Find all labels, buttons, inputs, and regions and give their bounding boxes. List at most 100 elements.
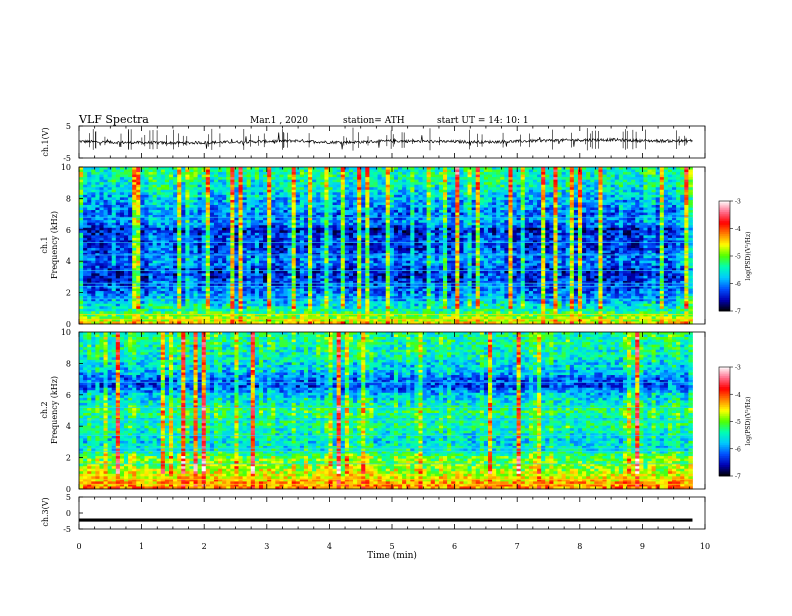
spectrogram-cell xyxy=(566,192,570,195)
spectrogram-cell xyxy=(288,213,292,216)
spectrogram-cell xyxy=(132,235,136,238)
spectrogram-cell xyxy=(161,190,165,193)
spectrogram-cell xyxy=(533,210,537,213)
spectrogram-cell xyxy=(288,223,292,226)
spectrogram-cell xyxy=(447,170,451,173)
spectrogram-cell xyxy=(488,213,492,216)
spectrogram-cell xyxy=(324,190,328,193)
spectrogram-cell xyxy=(308,218,312,221)
spectrogram-cell xyxy=(508,228,512,231)
spectrogram-cell xyxy=(373,177,377,180)
spectrogram-cell xyxy=(504,190,508,193)
spectrogram-cell xyxy=(558,238,562,241)
spectrogram-cell xyxy=(267,180,271,183)
spectrogram-cell xyxy=(688,238,692,241)
spectrogram-cell xyxy=(619,187,623,190)
spectrogram-cell xyxy=(218,205,222,208)
spectrogram-cell xyxy=(239,180,243,183)
spectrogram-cell xyxy=(472,200,476,203)
spectrogram-cell xyxy=(590,200,594,203)
spectrogram-cell xyxy=(341,192,345,195)
spectrogram-cell xyxy=(324,192,328,195)
spectrogram-cell xyxy=(463,197,467,200)
spectrogram-cell xyxy=(500,192,504,195)
spectrogram-cell xyxy=(525,208,529,211)
spectrogram-cell xyxy=(345,197,349,200)
spectrogram-cell xyxy=(537,240,541,243)
spectrogram-cell xyxy=(226,180,230,183)
spectrogram-cell xyxy=(349,167,353,170)
spectrogram-cell xyxy=(288,238,292,241)
spectrogram-cell xyxy=(259,238,263,241)
spectrogram-cell xyxy=(226,210,230,213)
spectrogram-cell xyxy=(341,205,345,208)
spectrogram-cell xyxy=(153,182,157,185)
spectrogram-cell xyxy=(463,190,467,193)
spectrogram-cell xyxy=(447,187,451,190)
spectrogram-cell xyxy=(586,195,590,198)
spectrogram-cell xyxy=(210,246,214,249)
spectrogram-cell xyxy=(664,202,668,205)
spectrogram-cell xyxy=(643,205,647,208)
spectrogram-cell xyxy=(333,228,337,231)
spectrogram-cell xyxy=(243,220,247,223)
spectrogram-cell xyxy=(468,228,472,231)
spectrogram-cell xyxy=(504,225,508,228)
spectrogram-cell xyxy=(431,228,435,231)
spectrogram-cell xyxy=(206,185,210,188)
spectrogram-cell xyxy=(570,235,574,238)
spectrogram-cell xyxy=(259,195,263,198)
spectrogram-cell xyxy=(643,182,647,185)
spectrogram-cell xyxy=(672,197,676,200)
spectrogram-cell xyxy=(140,218,144,221)
spectrogram-cell xyxy=(500,197,504,200)
spectrogram-cell xyxy=(468,170,472,173)
spectrogram-cell xyxy=(676,190,680,193)
spectrogram-cell xyxy=(660,180,664,183)
spectrogram-cell xyxy=(410,208,414,211)
spectrogram-cell xyxy=(443,175,447,178)
spectrogram-cell xyxy=(328,230,332,233)
spectrogram-cell xyxy=(680,187,684,190)
spectrogram-cell xyxy=(157,172,161,175)
spectrogram-cell xyxy=(99,228,103,231)
spectrogram-cell xyxy=(619,230,623,233)
spectrogram-cell xyxy=(95,248,99,251)
spectrogram-cell xyxy=(459,210,463,213)
spectrogram-cell xyxy=(382,192,386,195)
spectrogram-cell xyxy=(128,185,132,188)
spectrogram-cell xyxy=(463,238,467,241)
spectrogram-cell xyxy=(553,208,557,211)
spectrogram-cell xyxy=(656,228,660,231)
spectrogram-cell xyxy=(333,220,337,223)
spectrogram-cell xyxy=(222,202,226,205)
spectrogram-cell xyxy=(435,230,439,233)
spectrogram-cell xyxy=(647,243,651,246)
spectrogram-cell xyxy=(230,192,234,195)
spectrogram-cell xyxy=(222,195,226,198)
spectrogram-cell xyxy=(533,223,537,226)
spectrogram-cell xyxy=(484,197,488,200)
spectrogram-cell xyxy=(202,248,206,251)
spectrogram-cell xyxy=(230,240,234,243)
spectrogram-cell xyxy=(243,175,247,178)
spectrogram-cell xyxy=(676,223,680,226)
spectrogram-cell xyxy=(553,225,557,228)
spectrogram-cell xyxy=(132,200,136,203)
spectrogram-cell xyxy=(513,175,517,178)
spectrogram-cell xyxy=(615,170,619,173)
spectrogram-cell xyxy=(639,172,643,175)
spectrogram-cell xyxy=(149,195,153,198)
spectrogram-cell xyxy=(173,210,177,213)
spectrogram-cell xyxy=(414,213,418,216)
spectrogram-cell xyxy=(574,220,578,223)
spectrogram-cell xyxy=(177,230,181,233)
spectrogram-cell xyxy=(406,190,410,193)
spectrogram-cell xyxy=(480,177,484,180)
spectrogram-cell xyxy=(652,243,656,246)
spectrogram-cell xyxy=(128,228,132,231)
spectrogram-cell xyxy=(619,210,623,213)
spectrogram-cell xyxy=(226,225,230,228)
spectrogram-cell xyxy=(525,225,529,228)
spectrogram-cell xyxy=(582,172,586,175)
